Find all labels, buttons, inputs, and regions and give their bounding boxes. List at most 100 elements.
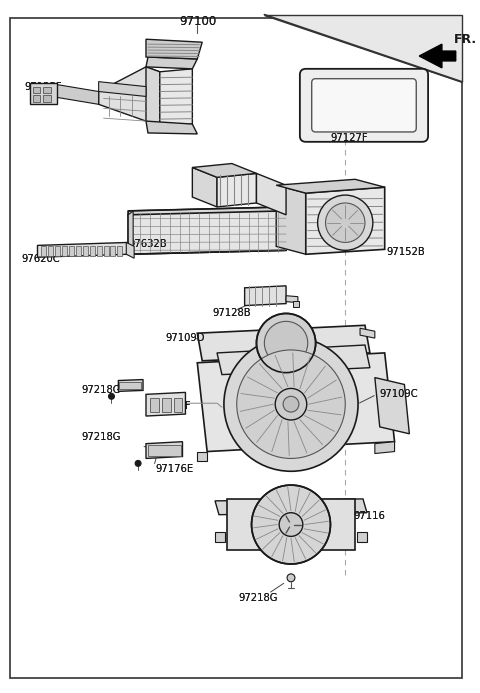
FancyBboxPatch shape [10,17,462,678]
Polygon shape [119,380,143,392]
Polygon shape [146,392,185,416]
Text: 97620C: 97620C [22,254,60,264]
Bar [33,96,40,103]
Polygon shape [217,173,256,207]
Circle shape [318,195,373,250]
Polygon shape [146,40,202,59]
Polygon shape [41,247,47,256]
Bar [162,398,171,412]
Polygon shape [217,345,370,375]
Polygon shape [286,296,298,303]
Circle shape [224,337,358,471]
Text: 97152B: 97152B [387,247,425,257]
Polygon shape [90,247,95,256]
Text: 97128B: 97128B [212,308,251,319]
Polygon shape [146,57,197,69]
Polygon shape [375,378,409,434]
Bar [43,96,51,103]
Polygon shape [192,164,256,177]
Text: 97128B: 97128B [212,308,251,319]
Polygon shape [55,247,60,256]
Bar [43,87,51,94]
Text: 97155F: 97155F [153,401,191,411]
Polygon shape [83,247,88,256]
Circle shape [264,322,308,365]
Circle shape [135,460,141,466]
Polygon shape [37,243,128,257]
Bar [227,499,355,550]
Text: 97218G: 97218G [81,385,120,396]
Text: 97620C: 97620C [22,254,60,264]
Polygon shape [62,247,67,256]
Polygon shape [110,247,115,256]
Circle shape [287,574,295,581]
Polygon shape [48,247,53,256]
Polygon shape [245,286,286,306]
Text: 97176E: 97176E [156,464,194,474]
Polygon shape [215,532,225,543]
Polygon shape [126,243,134,258]
Polygon shape [360,328,375,338]
Text: 97218G: 97218G [81,432,120,441]
Circle shape [252,485,330,564]
Polygon shape [375,441,395,453]
Polygon shape [146,441,182,459]
Polygon shape [419,44,456,68]
Text: 97127F: 97127F [330,133,368,143]
Text: 97127F: 97127F [330,133,368,143]
Polygon shape [99,82,146,96]
Text: 97632B: 97632B [128,239,167,249]
Polygon shape [57,85,99,105]
Text: 97152A: 97152A [146,73,185,84]
FancyBboxPatch shape [312,79,416,132]
Text: 97218G: 97218G [81,385,120,396]
Bar [174,398,182,412]
Bar [148,445,180,457]
Polygon shape [256,173,286,215]
Text: 97152B: 97152B [387,247,425,257]
Bar [150,398,159,412]
Polygon shape [197,353,395,452]
Text: 97116: 97116 [353,511,385,520]
Bar [120,382,141,389]
Polygon shape [128,211,286,254]
Text: 97109D: 97109D [166,333,205,343]
Polygon shape [160,69,192,126]
Circle shape [256,313,316,373]
Polygon shape [146,67,160,126]
Text: 97632B: 97632B [128,239,167,249]
Polygon shape [192,168,217,207]
Text: 97125F: 97125F [24,82,62,91]
Polygon shape [99,67,160,126]
Polygon shape [96,247,102,256]
Text: 97100: 97100 [180,15,217,28]
Circle shape [279,513,303,536]
Circle shape [237,350,345,459]
Polygon shape [197,452,207,462]
Polygon shape [146,121,197,134]
Polygon shape [264,15,462,82]
Polygon shape [215,499,367,515]
Polygon shape [118,247,122,256]
Polygon shape [76,247,81,256]
Text: 97116: 97116 [353,511,385,520]
Text: 97109C: 97109C [380,389,419,399]
Polygon shape [276,179,384,193]
Circle shape [325,203,365,243]
Text: 97105C: 97105C [235,180,274,190]
Text: 97125F: 97125F [24,82,62,91]
Text: 97109D: 97109D [166,333,205,343]
Polygon shape [306,187,384,254]
Bar [30,82,57,105]
Circle shape [283,396,299,412]
Polygon shape [104,247,108,256]
Polygon shape [276,185,306,254]
Text: 97100: 97100 [180,15,217,28]
Text: 97152A: 97152A [146,73,185,84]
Circle shape [108,394,114,399]
Text: FR.: FR. [454,33,477,46]
FancyBboxPatch shape [300,69,428,142]
Text: 97155F: 97155F [153,401,191,411]
Text: 97218G: 97218G [239,593,278,602]
Bar [33,87,40,94]
